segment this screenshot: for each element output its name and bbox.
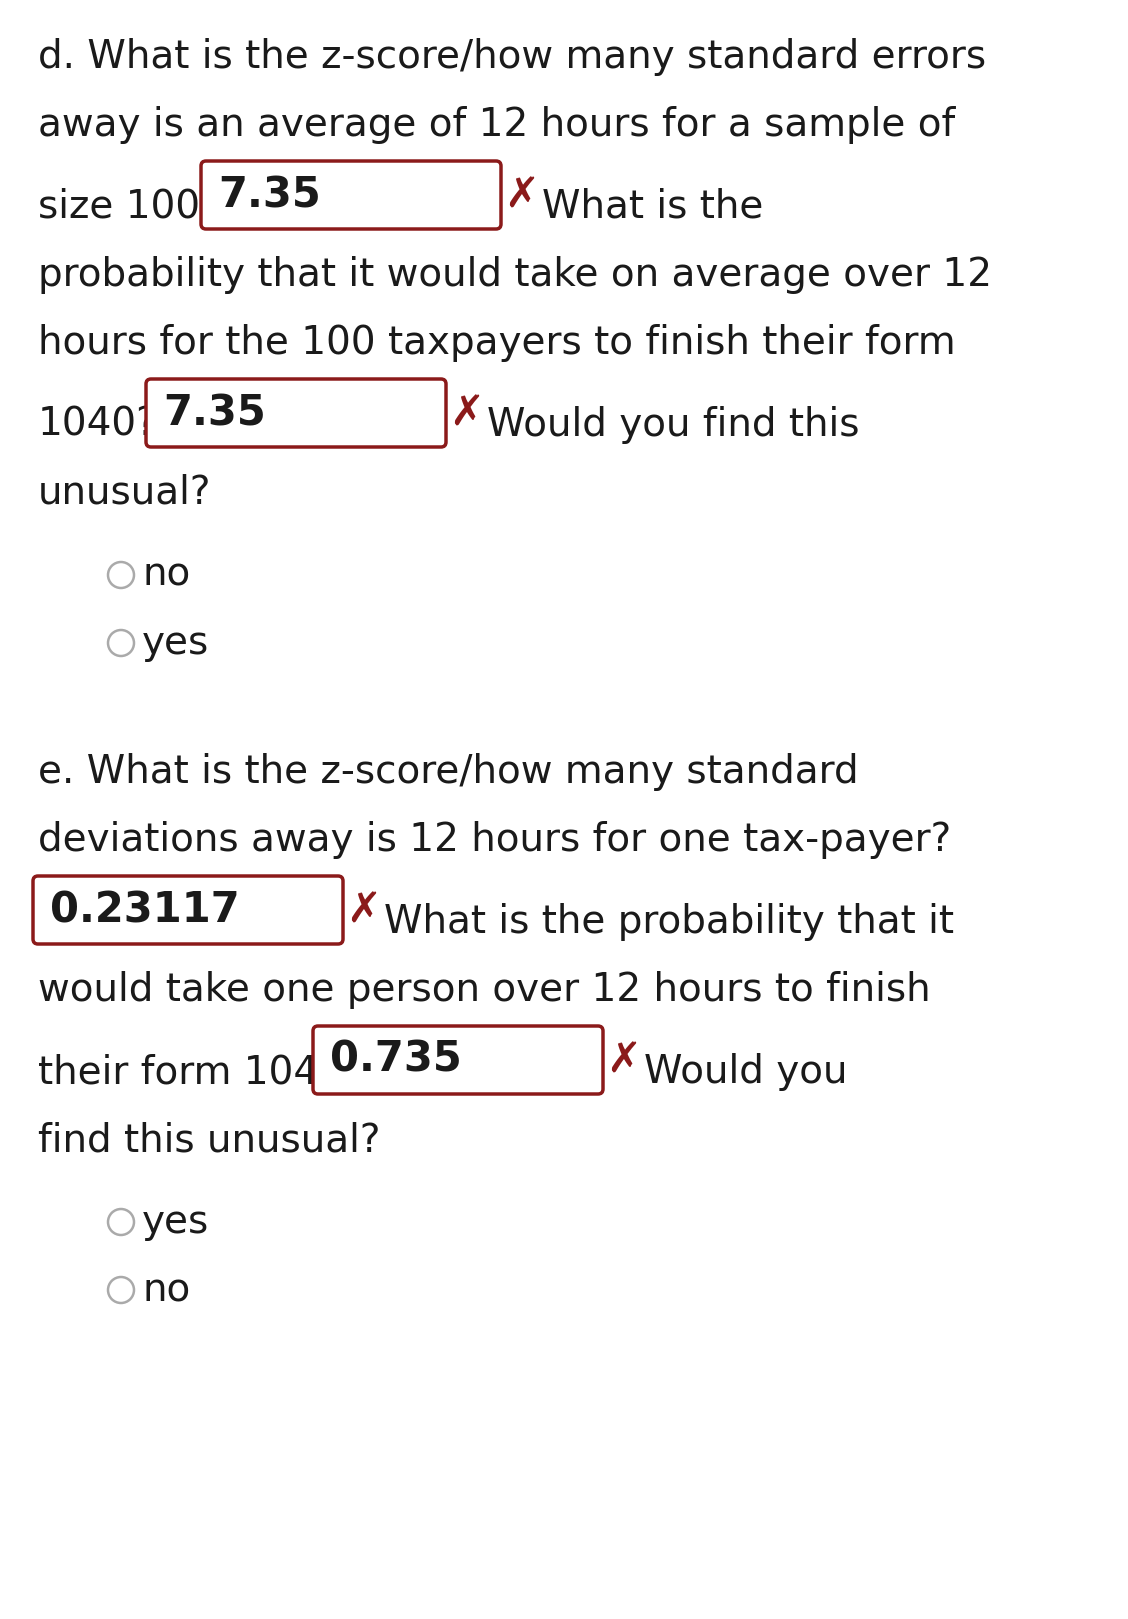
- Text: What is the probability that it: What is the probability that it: [384, 903, 954, 941]
- Text: What is the: What is the: [541, 188, 764, 227]
- Text: hours for the 100 taxpayers to finish their form: hours for the 100 taxpayers to finish th…: [38, 324, 955, 363]
- Circle shape: [108, 1277, 134, 1303]
- Text: Would you find this: Would you find this: [487, 406, 860, 444]
- Text: yes: yes: [142, 623, 210, 662]
- Text: away is an average of 12 hours for a sample of: away is an average of 12 hours for a sam…: [38, 105, 955, 144]
- Text: no: no: [142, 555, 191, 594]
- Text: 0.23117: 0.23117: [50, 889, 240, 931]
- Text: 7.35: 7.35: [218, 173, 320, 215]
- Text: deviations away is 12 hours for one tax-payer?: deviations away is 12 hours for one tax-…: [38, 821, 951, 860]
- Text: ✗: ✗: [504, 175, 539, 217]
- Text: ✗: ✗: [606, 1039, 641, 1081]
- Text: ✗: ✗: [449, 393, 484, 436]
- Circle shape: [108, 1209, 134, 1235]
- Text: would take one person over 12 hours to finish: would take one person over 12 hours to f…: [38, 971, 931, 1009]
- Circle shape: [108, 562, 134, 588]
- Text: 7.35: 7.35: [164, 392, 266, 434]
- Text: ✗: ✗: [346, 890, 381, 933]
- FancyBboxPatch shape: [146, 379, 446, 447]
- Text: size 100?: size 100?: [38, 188, 221, 227]
- Text: yes: yes: [142, 1203, 210, 1242]
- Text: their form 1040?: their form 1040?: [38, 1052, 363, 1091]
- Text: 0.735: 0.735: [331, 1039, 461, 1081]
- Text: unusual?: unusual?: [38, 474, 212, 512]
- Text: no: no: [142, 1271, 191, 1310]
- Text: probability that it would take on average over 12: probability that it would take on averag…: [38, 256, 992, 295]
- Text: e. What is the z-score/how many standard: e. What is the z-score/how many standard: [38, 753, 858, 792]
- FancyBboxPatch shape: [33, 876, 343, 944]
- Text: Would you: Would you: [644, 1052, 847, 1091]
- FancyBboxPatch shape: [201, 160, 501, 228]
- Text: find this unusual?: find this unusual?: [38, 1120, 380, 1159]
- Text: d. What is the z-score/how many standard errors: d. What is the z-score/how many standard…: [38, 37, 986, 76]
- Text: 1040?: 1040?: [38, 406, 158, 444]
- Circle shape: [108, 630, 134, 656]
- FancyBboxPatch shape: [312, 1026, 603, 1094]
